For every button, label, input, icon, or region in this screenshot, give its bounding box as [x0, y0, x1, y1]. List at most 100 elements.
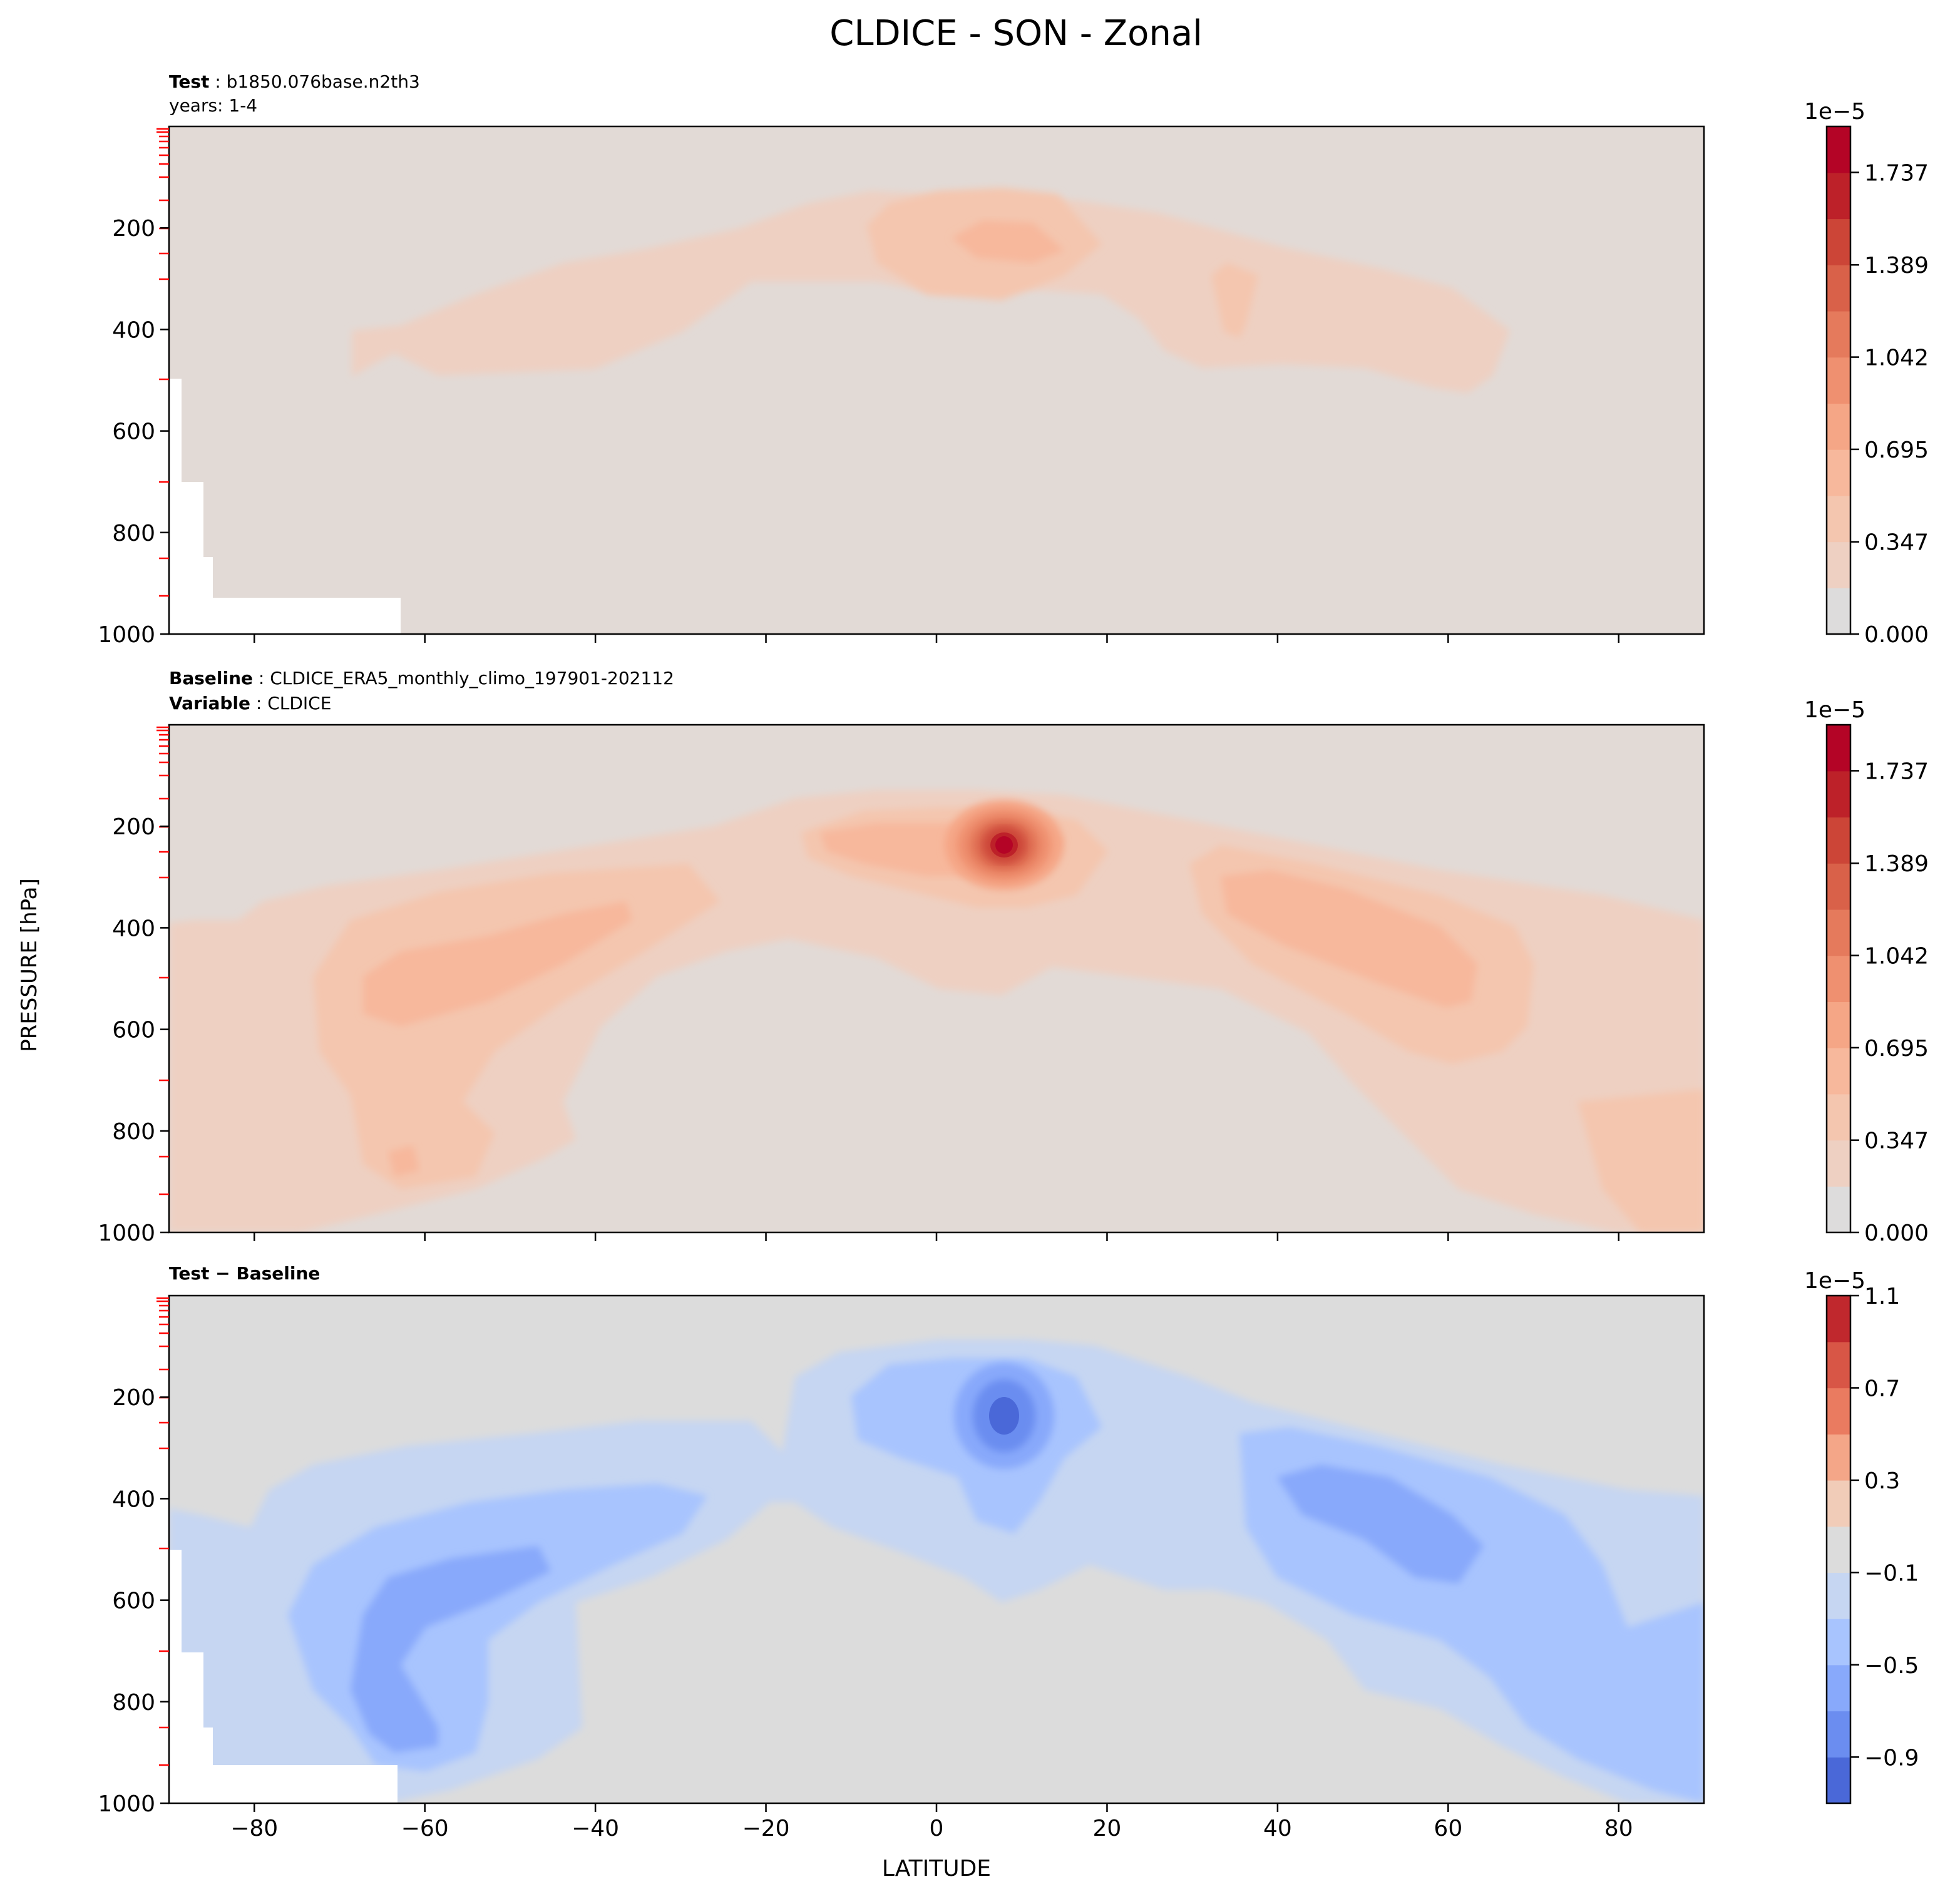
- colorbar-segment: [1827, 817, 1850, 864]
- colorbar-segment: [1827, 1526, 1850, 1573]
- panel-test-header-1-text: b1850.076base.n2th3: [227, 71, 420, 92]
- colorbar-tick-label: 0.695: [1864, 1036, 1929, 1062]
- colorbar-segment: [1827, 1480, 1850, 1527]
- y-tick-label: 600: [112, 1018, 155, 1043]
- panel-test-header-1: Test : b1850.076base.n2th3: [169, 71, 420, 92]
- colorbar-tick-label: −0.5: [1864, 1653, 1919, 1679]
- colorbar-segment: [1827, 955, 1850, 1002]
- y-tick-label: 800: [112, 1119, 155, 1145]
- panel-diff-red-ticks: [156, 1297, 169, 1766]
- colorbar-segment: [1827, 495, 1850, 543]
- panel-diff: Test − Baseline: [98, 1263, 1919, 1841]
- panel-test-red-ticks: [156, 128, 169, 597]
- colorbar-tick-label: 0.000: [1864, 1221, 1929, 1246]
- panel-test-header-2: years: 1-4: [169, 95, 257, 116]
- panel-baseline-header-2-bold: Variable: [169, 693, 250, 714]
- colorbar-segment: [1827, 126, 1850, 173]
- panel-baseline: Baseline : CLDICE_ERA5_monthly_climo_197…: [98, 668, 1929, 1246]
- colorbar-segment: [1827, 863, 1850, 910]
- colorbar-tick-label: 1.737: [1864, 759, 1929, 784]
- y-tick-label: 400: [112, 1487, 155, 1512]
- y-axis-label: PRESSURE [hPa]: [17, 878, 42, 1052]
- colorbar-segment: [1827, 1757, 1850, 1804]
- colorbar-frame: [1825, 125, 1852, 635]
- colorbar-segment: [1827, 1388, 1850, 1435]
- colorbar-segment: [1827, 1434, 1850, 1481]
- colorbar-segment: [1827, 770, 1850, 818]
- colorbar-frame: [1825, 1294, 1852, 1804]
- panel-diff-xticks: −80 −60 −40 −20 0 20 40 60 80: [230, 1803, 1633, 1841]
- colorbar-tick-label: 0.347: [1864, 1129, 1929, 1154]
- colorbar-exponent: 1e−5: [1804, 99, 1865, 125]
- panel-baseline-header-1-sep: :: [253, 668, 270, 688]
- y-tick-label: 400: [112, 317, 155, 343]
- colorbar-segment: [1827, 1093, 1850, 1141]
- panel-baseline-header-2-text: CLDICE: [267, 693, 331, 714]
- colorbar-segment: [1827, 725, 1850, 772]
- x-tick-label: −20: [742, 1816, 790, 1841]
- panel-baseline-colorbar: 0.000 0.347 0.695 1.042 1.389 1.737 1e−5: [1804, 697, 1929, 1246]
- panel-diff-header-1: Test − Baseline: [169, 1263, 320, 1284]
- y-tick-label: 400: [112, 916, 155, 941]
- x-tick-label: 80: [1604, 1816, 1633, 1841]
- colorbar-frame: [1825, 724, 1852, 1234]
- x-tick-label: 60: [1434, 1816, 1462, 1841]
- y-tick-label: 200: [112, 216, 155, 242]
- colorbar-segment: [1827, 588, 1850, 635]
- x-tick-label: −80: [230, 1816, 278, 1841]
- panel-baseline-field: [169, 725, 1704, 1232]
- panel-baseline-red-ticks: [156, 726, 169, 1195]
- colorbar-segment: [1827, 1048, 1850, 1095]
- colorbar-segment: [1827, 1296, 1850, 1343]
- colorbar-segment: [1827, 1186, 1850, 1233]
- colorbar-exponent: 1e−5: [1804, 697, 1865, 723]
- figure-title: CLDICE - SON - Zonal: [829, 13, 1203, 54]
- colorbar-segment: [1827, 1711, 1850, 1758]
- colorbar-segment: [1827, 1572, 1850, 1619]
- panel-baseline-header-2-sep: :: [250, 693, 267, 714]
- panel-baseline-xticks: [253, 1232, 1620, 1241]
- colorbar-tick-label: −0.1: [1864, 1560, 1919, 1586]
- y-tick-label: 1000: [98, 1221, 155, 1246]
- colorbar-tick-label: 0.347: [1864, 530, 1929, 556]
- colorbar-segment: [1827, 541, 1850, 588]
- panel-baseline-yticks: 200 400 600 800 1000: [98, 814, 169, 1246]
- y-tick-label: 800: [112, 521, 155, 546]
- panel-test-yticks: 200 400 600 800 1000: [98, 216, 169, 648]
- colorbar-tick-label: 1.389: [1864, 253, 1929, 279]
- y-tick-label: 200: [112, 1385, 155, 1411]
- x-tick-label: 40: [1263, 1816, 1292, 1841]
- panel-diff-field: [169, 1296, 1704, 1803]
- y-tick-label: 800: [112, 1690, 155, 1716]
- panel-baseline-header-1-text: CLDICE_ERA5_monthly_climo_197901-202112: [270, 668, 674, 688]
- colorbar-tick-label: 0.3: [1864, 1468, 1900, 1494]
- colorbar-tick-label: 0.7: [1864, 1376, 1900, 1401]
- panel-baseline-header-2: Variable : CLDICE: [169, 693, 331, 714]
- colorbar-segment: [1827, 403, 1850, 450]
- colorbar-exponent: 1e−5: [1804, 1268, 1865, 1294]
- colorbar-segment: [1827, 218, 1850, 265]
- colorbar-segment: [1827, 357, 1850, 404]
- colorbar-segment: [1827, 909, 1850, 956]
- colorbar-tick-label: 0.695: [1864, 438, 1929, 463]
- colorbar-tick-label: 1.737: [1864, 160, 1929, 186]
- colorbar-tick-label: 1.389: [1864, 851, 1929, 877]
- colorbar-segment: [1827, 172, 1850, 220]
- panel-test-field: [169, 126, 1704, 634]
- x-tick-label: 20: [1093, 1816, 1122, 1841]
- panel-test-header-1-bold: Test: [169, 71, 209, 92]
- x-tick-label: 0: [930, 1816, 944, 1841]
- panel-baseline-header-1-bold: Baseline: [169, 668, 253, 688]
- colorbar-segment: [1827, 1341, 1850, 1389]
- panel-baseline-header-1: Baseline : CLDICE_ERA5_monthly_climo_197…: [169, 668, 674, 688]
- colorbar-tick-label: 1.042: [1864, 346, 1929, 371]
- panel-test-xticks: [253, 634, 1620, 643]
- x-axis-label: LATITUDE: [882, 1856, 991, 1881]
- y-tick-label: 1000: [98, 622, 155, 648]
- colorbar-segment: [1827, 265, 1850, 312]
- colorbar-segment: [1827, 310, 1850, 358]
- colorbar-tick-label: 1.042: [1864, 944, 1929, 970]
- colorbar-tick-label: −0.9: [1864, 1745, 1919, 1771]
- colorbar-segment: [1827, 1140, 1850, 1187]
